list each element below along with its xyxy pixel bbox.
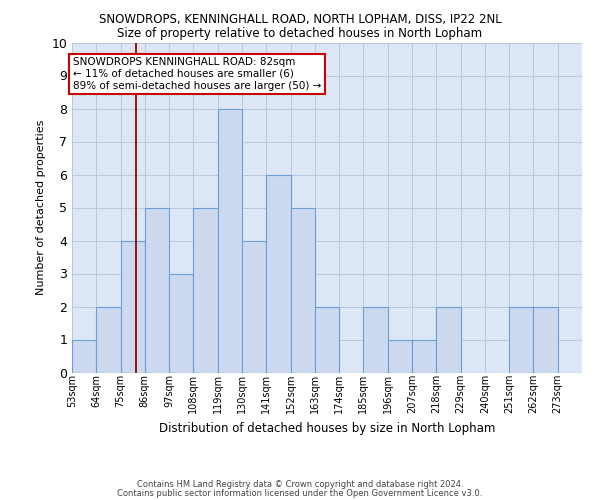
Bar <box>242 240 266 372</box>
Bar <box>169 274 193 372</box>
Bar <box>436 306 461 372</box>
Bar <box>364 306 388 372</box>
Bar <box>145 208 169 372</box>
Text: Size of property relative to detached houses in North Lopham: Size of property relative to detached ho… <box>118 28 482 40</box>
Bar <box>509 306 533 372</box>
X-axis label: Distribution of detached houses by size in North Lopham: Distribution of detached houses by size … <box>159 422 495 434</box>
Text: Contains HM Land Registry data © Crown copyright and database right 2024.: Contains HM Land Registry data © Crown c… <box>137 480 463 489</box>
Text: SNOWDROPS, KENNINGHALL ROAD, NORTH LOPHAM, DISS, IP22 2NL: SNOWDROPS, KENNINGHALL ROAD, NORTH LOPHA… <box>98 12 502 26</box>
Bar <box>315 306 339 372</box>
Text: SNOWDROPS KENNINGHALL ROAD: 82sqm
← 11% of detached houses are smaller (6)
89% o: SNOWDROPS KENNINGHALL ROAD: 82sqm ← 11% … <box>73 58 322 90</box>
Bar <box>533 306 558 372</box>
Bar <box>290 208 315 372</box>
Bar <box>121 240 145 372</box>
Bar <box>412 340 436 372</box>
Bar <box>96 306 121 372</box>
Text: Contains public sector information licensed under the Open Government Licence v3: Contains public sector information licen… <box>118 489 482 498</box>
Bar <box>72 340 96 372</box>
Bar <box>266 174 290 372</box>
Y-axis label: Number of detached properties: Number of detached properties <box>36 120 46 295</box>
Bar <box>218 108 242 372</box>
Bar <box>193 208 218 372</box>
Bar <box>388 340 412 372</box>
